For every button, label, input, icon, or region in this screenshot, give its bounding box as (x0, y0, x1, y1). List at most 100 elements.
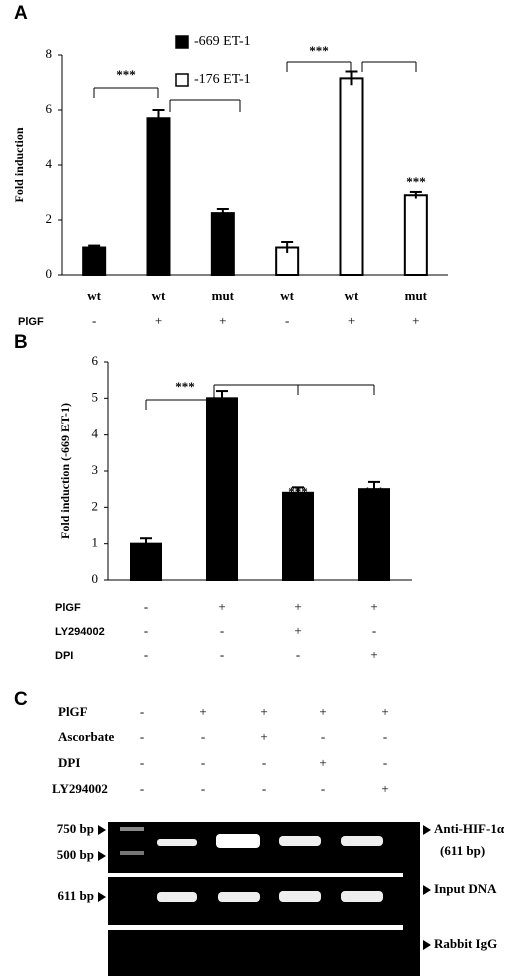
row-value: - (140, 704, 144, 719)
y-tick-label: 5 (92, 389, 99, 404)
row-label: PlGF (55, 602, 81, 614)
band (279, 891, 321, 902)
row-value: - (321, 781, 325, 796)
row-label: DPI (55, 650, 73, 662)
y-tick-label: 6 (46, 101, 53, 116)
row-value: + (199, 704, 206, 719)
band (157, 839, 197, 846)
significance: *** (406, 174, 426, 189)
legend-label: -176 ET-1 (194, 72, 251, 87)
panel-label: A (14, 3, 28, 24)
significance: *** (213, 218, 233, 233)
marker-label: 611 bp (58, 888, 95, 903)
bar (339, 77, 364, 276)
x-tick-label: mut (212, 288, 235, 303)
bar (206, 397, 238, 582)
row-value: + (260, 704, 267, 719)
y-tick-label: 4 (92, 426, 99, 441)
row-value: - (140, 755, 144, 770)
band (279, 836, 321, 846)
row-label: LY294002 (52, 781, 108, 796)
significance: *** (309, 43, 329, 58)
y-tick-label: 2 (92, 498, 99, 513)
row-value: + (319, 704, 326, 719)
y-tick-label: 3 (92, 462, 99, 477)
bar (146, 117, 171, 276)
row-value: - (321, 729, 325, 744)
arrow (98, 892, 106, 902)
ladder-band (120, 827, 144, 831)
arrow (98, 851, 106, 861)
row-label: PlGF (18, 316, 44, 328)
row-value: - (220, 647, 224, 662)
y-tick-label: 6 (92, 353, 99, 368)
significance: *** (364, 484, 384, 499)
row-value: - (201, 781, 205, 796)
panel-label: B (14, 332, 28, 353)
row-value: + (381, 781, 388, 796)
legend-swatch (175, 35, 189, 49)
row-value: + (370, 599, 377, 614)
band (341, 836, 383, 846)
row-value: - (372, 623, 376, 638)
lane-label: (611 bp) (440, 843, 485, 858)
row-value: - (92, 313, 96, 328)
row-value: - (383, 729, 387, 744)
row-value: - (262, 755, 266, 770)
y-tick-label: 2 (46, 211, 53, 226)
gel-edge (403, 822, 420, 976)
panel-label: C (14, 689, 28, 710)
row-label: PlGF (58, 704, 88, 719)
ladder-band (120, 851, 144, 855)
row-value: - (296, 647, 300, 662)
band (216, 834, 260, 848)
x-tick-label: wt (87, 288, 101, 303)
row-value: - (140, 729, 144, 744)
row-value: + (218, 599, 225, 614)
gel-lane-igg (108, 930, 420, 976)
y-tick-label: 4 (46, 156, 53, 171)
row-value: + (260, 729, 267, 744)
row-value: - (144, 623, 148, 638)
legend-label: -669 ET-1 (194, 34, 251, 49)
bar (282, 491, 314, 581)
y-axis-label: Fold induction (-669 ET-1) (58, 403, 72, 539)
arrow (98, 825, 106, 835)
marker-label: 500 bp (57, 847, 94, 862)
row-value: - (140, 781, 144, 796)
y-tick-label: 0 (46, 266, 53, 281)
significance: *** (116, 67, 136, 82)
x-tick-label: wt (345, 288, 359, 303)
y-axis-label: Fold induction (12, 127, 26, 202)
row-label: Ascorbate (58, 729, 115, 744)
row-value: + (155, 313, 162, 328)
band (218, 892, 260, 902)
lane-label: Rabbit IgG (434, 936, 497, 951)
row-value: - (285, 313, 289, 328)
row-value: + (348, 313, 355, 328)
band (341, 891, 383, 902)
significance: *** (288, 484, 308, 499)
row-value: + (370, 647, 377, 662)
row-value: + (294, 599, 301, 614)
gel-lane-anti (108, 822, 420, 873)
arrow (423, 825, 431, 835)
x-tick-label: mut (405, 288, 428, 303)
arrows (98, 825, 431, 950)
legend-swatch (175, 73, 189, 87)
row-label: DPI (58, 755, 80, 770)
row-value: - (201, 729, 205, 744)
row-value: - (144, 599, 148, 614)
x-tick-label: wt (280, 288, 294, 303)
marker-label: 750 bp (57, 821, 94, 836)
arrow (423, 940, 431, 950)
significance: *** (175, 379, 195, 394)
row-label: LY294002 (55, 626, 105, 638)
lane-label: Input DNA (434, 881, 497, 896)
bar (82, 246, 107, 276)
row-value: + (319, 755, 326, 770)
row-value: + (381, 704, 388, 719)
row-value: - (220, 623, 224, 638)
y-tick-label: 0 (92, 571, 99, 586)
